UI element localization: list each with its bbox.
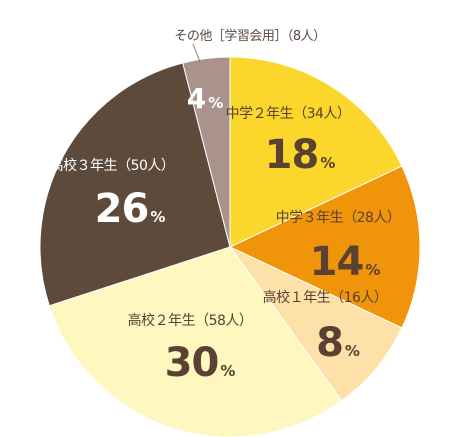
pie-slice-0: [229, 56, 403, 248]
pie-slice-3: [48, 246, 343, 437]
slice-percent-5: 4%: [187, 82, 224, 115]
pie-labels: 中学２年生（34人） 18 % 中学３年生（28人） 14 % 高校１年生（16人） 8 % 高校…: [50, 28, 401, 386]
slice-label-4: 高校３年生（50人）: [50, 157, 175, 174]
pie-slice-2: [229, 246, 403, 402]
slice-label-5: その他［学習会用］（8人）: [174, 28, 325, 44]
other-callout-line: [192, 43, 201, 63]
slice-label-3: 高校２年生（58人）: [128, 312, 253, 329]
slice-label-1: 中学３年生（28人）: [276, 210, 401, 226]
pie-slice-1: [228, 165, 421, 329]
slice-percent-4: 26%: [95, 186, 166, 232]
slice-label-0: 中学２年生（34人）: [226, 106, 351, 122]
slice-label-2: 高校１年生（16人）: [263, 289, 388, 306]
slice-percent-1: 14%: [310, 239, 381, 285]
pie-slice-4: [39, 62, 231, 307]
slice-percent-3: 30%: [165, 340, 236, 386]
pie-slice-5: [182, 56, 231, 248]
pie-slices: [39, 56, 421, 437]
slice-percent-0: 18%: [265, 132, 336, 178]
slice-percent-2: 8%: [316, 320, 360, 366]
